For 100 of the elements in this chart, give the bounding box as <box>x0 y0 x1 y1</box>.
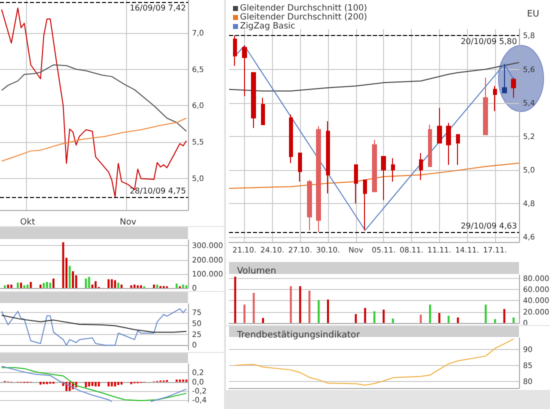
line-series <box>234 45 514 231</box>
bar <box>156 284 158 288</box>
bar <box>49 282 52 288</box>
bar <box>299 286 302 323</box>
line-series <box>1 64 187 132</box>
bar <box>62 242 64 288</box>
bar <box>23 285 26 288</box>
line-series <box>1 367 187 402</box>
bar <box>326 300 329 323</box>
line-series <box>234 338 514 386</box>
bar <box>46 282 48 288</box>
line-series <box>1 314 187 333</box>
candlestick <box>363 179 367 231</box>
legend-label: Gleitender Durchschnitt (100) <box>240 4 368 14</box>
line-series <box>1 366 112 402</box>
candlestick <box>372 139 377 192</box>
bar <box>308 290 310 323</box>
bar <box>494 319 496 323</box>
bar <box>68 266 71 288</box>
ref-line-label: 29/10/09 4,63 <box>460 221 517 230</box>
legend-label: ZigZag Basic <box>240 22 296 32</box>
bar <box>7 284 10 288</box>
candlestick <box>381 156 386 201</box>
bar <box>290 286 292 323</box>
bar <box>503 309 506 323</box>
bar <box>318 300 320 323</box>
bar <box>182 284 184 288</box>
candlestick <box>446 122 451 166</box>
y-axis-title: EU <box>527 10 540 20</box>
bar <box>176 284 178 288</box>
x-tick-label: Nov <box>120 218 136 228</box>
candlestick <box>428 124 432 168</box>
legend-label: Gleitender Durchschnitt (200) <box>240 12 368 22</box>
x-tick-label: Okt <box>20 218 36 228</box>
bar <box>234 276 236 323</box>
bar <box>42 282 45 288</box>
bar <box>120 284 123 288</box>
ref-line-label: 16/09/09 7,42 <box>130 4 186 13</box>
bar <box>16 282 19 288</box>
bar <box>456 317 459 323</box>
bar <box>88 276 90 288</box>
candlestick <box>316 126 321 232</box>
bar <box>382 310 385 323</box>
bar <box>140 285 142 288</box>
bar <box>26 284 29 288</box>
bar <box>84 278 87 288</box>
candlestick <box>502 64 507 94</box>
candlestick <box>354 164 358 204</box>
line-series <box>1 308 187 346</box>
bar <box>4 285 6 288</box>
bar <box>354 314 357 323</box>
candlestick <box>261 97 265 126</box>
candlestick <box>483 77 488 136</box>
candlestick <box>289 114 293 164</box>
bar <box>262 318 264 323</box>
candlestick <box>437 107 442 144</box>
bar <box>108 279 110 288</box>
candlestick <box>233 35 237 66</box>
bar <box>512 317 515 323</box>
bar <box>20 282 22 288</box>
bar <box>91 284 94 288</box>
bar <box>136 285 139 288</box>
bar <box>484 304 487 323</box>
chart-title: Volumen <box>237 266 276 276</box>
candlestick <box>511 77 516 98</box>
bar <box>130 285 132 288</box>
ref-line-label: 20/10/09 5,80 <box>460 37 517 46</box>
candlestick <box>419 152 423 180</box>
candlestick <box>456 134 460 166</box>
candlestick <box>251 72 256 128</box>
candlestick <box>242 45 247 97</box>
bar <box>252 292 255 323</box>
bar <box>438 312 440 323</box>
bar <box>185 285 188 288</box>
bar <box>114 280 116 288</box>
bar <box>364 308 366 323</box>
bar <box>30 282 32 288</box>
ref-line-label: 28/10/09 4,75 <box>130 186 186 196</box>
bar <box>10 284 12 288</box>
bar <box>420 314 422 323</box>
bar <box>373 311 376 323</box>
bar <box>134 284 136 288</box>
bar <box>117 282 120 288</box>
candlestick <box>307 179 312 231</box>
bar <box>110 279 113 288</box>
bar <box>75 275 78 288</box>
candlestick <box>391 158 395 182</box>
bar <box>72 271 74 288</box>
candlestick <box>298 152 302 182</box>
bar <box>448 316 450 323</box>
bar <box>152 284 155 288</box>
bar <box>40 284 42 288</box>
bar <box>94 281 97 288</box>
candlestick <box>493 86 497 112</box>
bar <box>243 304 246 323</box>
chart-title: Trendbestätigungsindikator <box>236 330 360 340</box>
line-series <box>1 118 187 162</box>
bar <box>429 304 432 323</box>
bar <box>392 318 394 323</box>
bar <box>52 278 54 288</box>
